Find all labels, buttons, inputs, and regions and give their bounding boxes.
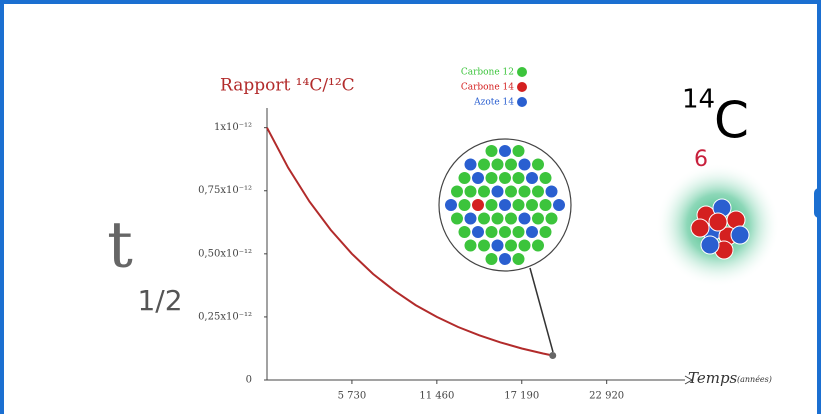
atom-dot bbox=[459, 172, 471, 184]
chart-title: Rapport ¹⁴C/¹²C bbox=[220, 76, 355, 96]
atom-dot bbox=[540, 226, 552, 238]
atom-dot bbox=[451, 213, 463, 225]
atom-dot bbox=[486, 172, 498, 184]
atom-dot bbox=[519, 159, 531, 171]
chart: t 1/2 Rapport ¹⁴C/¹²C Temps (années) 14 … bbox=[0, 0, 821, 410]
atom-dot bbox=[459, 226, 471, 238]
atom-dot bbox=[459, 199, 471, 211]
half-life-subscript: 1/2 bbox=[137, 284, 182, 317]
atom-dot bbox=[472, 172, 484, 184]
y-tick-label: 0 bbox=[246, 375, 252, 386]
atom-dot bbox=[519, 186, 531, 198]
atom-dot bbox=[532, 213, 544, 225]
atom-dot bbox=[499, 199, 511, 211]
atom-dot bbox=[492, 213, 504, 225]
nucleus-particle bbox=[691, 219, 709, 237]
atom-dot bbox=[478, 159, 490, 171]
atom-dot bbox=[532, 240, 544, 252]
legend-marker bbox=[517, 82, 527, 92]
atom-dot bbox=[499, 172, 511, 184]
atom-dot bbox=[465, 159, 477, 171]
atom-dot bbox=[519, 213, 531, 225]
atom-dot bbox=[546, 213, 558, 225]
atom-dot bbox=[465, 213, 477, 225]
y-tick-label: 0,25x10⁻¹² bbox=[198, 311, 252, 322]
atom-dot bbox=[513, 226, 525, 238]
atom-dot bbox=[540, 199, 552, 211]
nucleus-particle bbox=[731, 226, 749, 244]
y-tick-label: 0,50x10⁻¹² bbox=[198, 248, 252, 259]
nucleus-particle bbox=[701, 236, 719, 254]
y-tick-label: 0,75x10⁻¹² bbox=[198, 185, 252, 196]
edge-shape bbox=[814, 188, 821, 218]
atom-dot bbox=[519, 240, 531, 252]
atom-dot bbox=[492, 240, 504, 252]
end-point bbox=[549, 352, 556, 359]
atom-dot bbox=[478, 186, 490, 198]
atom-dot bbox=[532, 159, 544, 171]
x-axis-label: Temps bbox=[688, 369, 738, 387]
atom-dot bbox=[505, 186, 517, 198]
atom-dot bbox=[546, 186, 558, 198]
y-tick-label: 1x10⁻¹² bbox=[214, 122, 252, 133]
legend-label: Azote 14 bbox=[473, 98, 514, 108]
atom-dot bbox=[486, 145, 498, 157]
atom-dot bbox=[478, 240, 490, 252]
atom-dot bbox=[505, 240, 517, 252]
atom-dot bbox=[499, 253, 511, 265]
legend-label: Carbone 14 bbox=[461, 83, 514, 93]
x-tick-label: 17 190 bbox=[504, 391, 539, 402]
atom-dot bbox=[532, 186, 544, 198]
atom-dot bbox=[451, 186, 463, 198]
legend-marker bbox=[517, 67, 527, 77]
x-tick-label: 22 920 bbox=[589, 391, 624, 402]
atom-dot bbox=[445, 199, 457, 211]
nucleus-particle bbox=[709, 213, 727, 231]
x-tick-label: 5 730 bbox=[338, 391, 367, 402]
atom-dot bbox=[486, 226, 498, 238]
isotope-symbol: C bbox=[714, 92, 749, 150]
atom-dot bbox=[472, 226, 484, 238]
atom-dot bbox=[513, 199, 525, 211]
atom-dot bbox=[486, 199, 498, 211]
atom-dot bbox=[499, 145, 511, 157]
isotope-number: 6 bbox=[694, 147, 708, 172]
half-life-symbol: t bbox=[107, 209, 133, 283]
atom-dot bbox=[478, 213, 490, 225]
atom-dot bbox=[526, 172, 538, 184]
zoom-pointer bbox=[530, 268, 553, 352]
legend-marker bbox=[517, 97, 527, 107]
atom-dot bbox=[465, 240, 477, 252]
atom-dot bbox=[540, 172, 552, 184]
atom-dot bbox=[513, 172, 525, 184]
x-tick-label: 11 460 bbox=[419, 391, 454, 402]
atom-dot bbox=[505, 213, 517, 225]
atom-dot bbox=[513, 145, 525, 157]
atom-dot bbox=[465, 186, 477, 198]
x-axis-unit: (années) bbox=[737, 375, 772, 384]
legend-label: Carbone 12 bbox=[461, 68, 514, 78]
atom-dot bbox=[505, 159, 517, 171]
isotope-mass: 14 bbox=[682, 85, 715, 115]
atom-dot bbox=[526, 199, 538, 211]
atom-dot bbox=[553, 199, 565, 211]
atom-dot bbox=[513, 253, 525, 265]
atom-dot bbox=[486, 253, 498, 265]
atom-dot bbox=[492, 186, 504, 198]
atom-dot bbox=[492, 159, 504, 171]
atom-dot bbox=[499, 226, 511, 238]
atom-dot bbox=[526, 226, 538, 238]
atom-dot bbox=[472, 199, 484, 211]
